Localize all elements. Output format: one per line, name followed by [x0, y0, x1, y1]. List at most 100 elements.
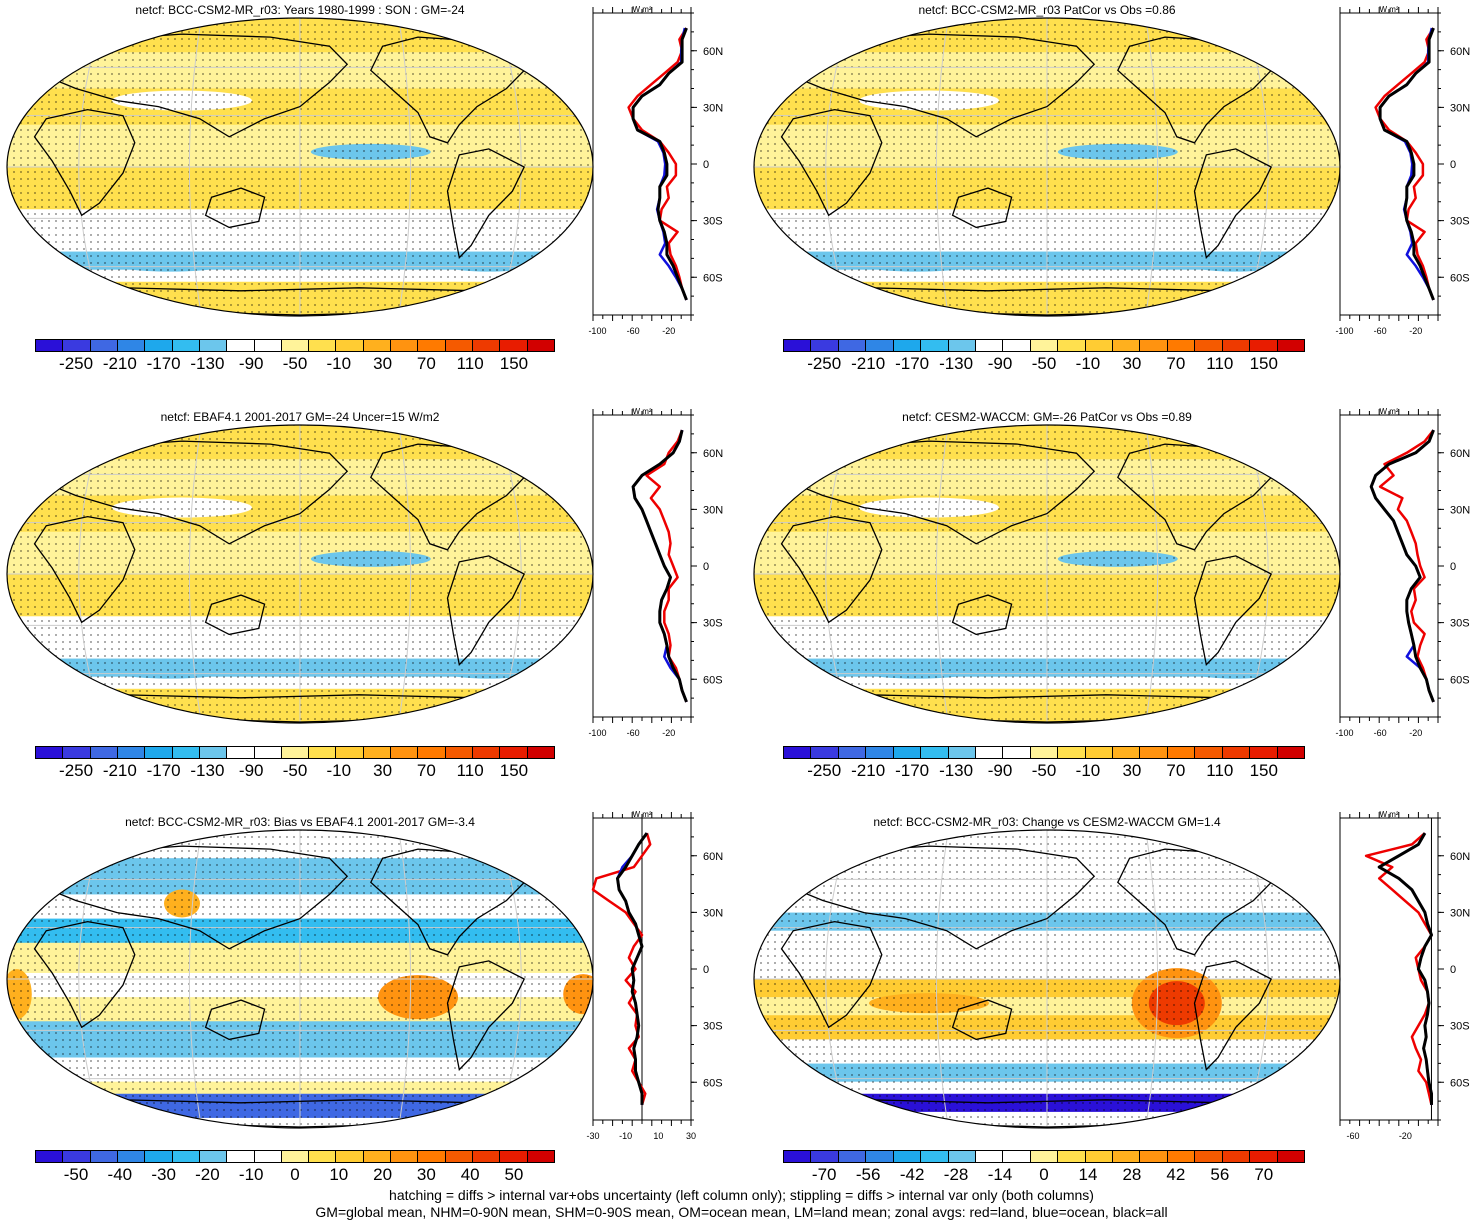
zonal-all-line [1377, 832, 1433, 1105]
zonal-x-tick: -60 [627, 728, 640, 738]
panel-title: netcf: BCC-CSM2-MR_r03: Years 1980-1999 … [135, 3, 465, 17]
coastline [39, 33, 349, 138]
colorbar-swatch [1030, 1151, 1059, 1162]
coastline [204, 999, 266, 1041]
latitude-label: 60N [1450, 46, 1470, 58]
zonal-x-tick: 10 [653, 1131, 663, 1141]
colorbar-label: -40 [107, 1165, 133, 1184]
colorbar-swatch [527, 747, 554, 758]
coastline [951, 594, 1013, 636]
zonal-all-line [616, 832, 649, 1105]
colorbar-label: -130 [939, 354, 974, 373]
latitude-label: 60N [1450, 448, 1470, 460]
colorbar-swatch [1277, 340, 1305, 351]
colorbar-label: -250 [807, 354, 842, 373]
colorbar: -250 -210 -170 -130 -90 -50 -10 30 70 110 150 [35, 339, 555, 374]
colorbar-swatch [172, 747, 200, 758]
colorbar-label: -10 [326, 354, 352, 373]
colorbar: -250 -210 -170 -130 -90 -50 -10 30 70 110 150 [35, 746, 555, 781]
colorbar-swatch [117, 1151, 146, 1162]
colorbar-label: -170 [146, 354, 181, 373]
panel-title: netcf: BCC-CSM2-MR_r03: Change vs CESM2-… [873, 815, 1221, 829]
zonal-all-line [1369, 429, 1435, 703]
colorbar-swatch [1277, 1151, 1305, 1162]
colorbar-swatch [1250, 340, 1278, 351]
colorbar-swatch [63, 340, 91, 351]
colorbar-swatch [921, 340, 949, 351]
colorbar-swatch [811, 747, 839, 758]
colorbar-label: -250 [59, 354, 94, 373]
zonal-ocean-line [1377, 832, 1433, 1105]
colorbar-swatch [948, 747, 976, 758]
zonal-x-tick: -20 [1409, 728, 1422, 738]
colorbar-swatch [254, 747, 282, 758]
colorbar-swatch [254, 340, 282, 351]
colorbar-label: -10 [238, 1165, 264, 1184]
panel-title: netcf: CESM2-WACCM: GM=-26 PatCor vs Obs… [902, 410, 1192, 424]
colorbar-swatch [1140, 1151, 1168, 1162]
colorbar-label: -170 [146, 761, 181, 780]
colorbar-label: -50 [282, 354, 308, 373]
colorbar-label: -50 [63, 1165, 89, 1184]
colorbar-swatch [281, 747, 310, 758]
colorbar-swatch [500, 747, 528, 758]
colorbar-label: 110 [456, 354, 484, 373]
colorbar-swatch [975, 1151, 1004, 1162]
colorbar-swatch [1167, 340, 1196, 351]
colorbar-swatch [1195, 340, 1223, 351]
latitude-label: 30N [703, 102, 723, 114]
colorbar-swatch [281, 340, 310, 351]
colorbar-swatch [1003, 340, 1031, 351]
colorbar-swatch [527, 1151, 554, 1162]
coastline [33, 108, 136, 217]
coastline [786, 33, 1096, 138]
colorbar-swatch [948, 340, 976, 351]
colorbar: -250 -210 -170 -130 -90 -50 -10 30 70 110 150 [783, 746, 1305, 781]
colorbar-swatch [1030, 340, 1059, 351]
latitude-label: 0 [1450, 561, 1456, 573]
colorbar-swatch [1167, 1151, 1196, 1162]
latitude-label: 30N [1450, 907, 1470, 919]
latitude-label: 0 [1450, 159, 1456, 171]
zonal-ocean-line [1378, 27, 1435, 301]
colorbar-swatch [90, 340, 118, 351]
colorbar-swatch [866, 1151, 894, 1162]
latitude-label: 30S [1450, 216, 1470, 228]
zonal-x-tick: -60 [1374, 728, 1387, 738]
colorbar-swatch [893, 340, 922, 351]
colorbar-label: -20 [195, 1165, 220, 1184]
colorbar-label: -28 [943, 1165, 969, 1184]
colorbar-labels: -250 -210 -170 -130 -90 -50 -10 30 70 110 150 [35, 761, 555, 781]
colorbar-label: -210 [102, 354, 137, 373]
colorbar-swatch [309, 1151, 337, 1162]
colorbar-label: 70 [1254, 1165, 1274, 1184]
colorbar-swatch [1058, 340, 1086, 351]
colorbar-swatch [1140, 747, 1168, 758]
world-map [753, 17, 1341, 317]
latitude-label: 30S [703, 1021, 723, 1033]
latitude-label: 0 [1450, 964, 1456, 976]
latitude-label: 60N [1450, 851, 1470, 863]
colorbar-label: -130 [939, 761, 974, 780]
colorbar-swatch [363, 747, 392, 758]
zonal-x-tick: -100 [1335, 326, 1353, 336]
colorbar-swatch [172, 1151, 200, 1162]
colorbar-swatch [36, 747, 64, 758]
colorbar-swatch [838, 1151, 867, 1162]
colorbar-swatches [35, 746, 555, 759]
colorbar-swatch [90, 747, 118, 758]
colorbar-swatch [473, 340, 501, 351]
colorbar-label: 110 [1206, 761, 1234, 780]
coastline [446, 148, 526, 259]
colorbar-label: 50 [504, 1165, 524, 1184]
zonal-x-tick: 30 [686, 1131, 696, 1141]
world-map [753, 829, 1341, 1129]
colorbar-swatch [893, 747, 922, 758]
colorbar-label: 0 [290, 1165, 300, 1184]
colorbar-swatch [921, 1151, 949, 1162]
latitude-label: 60N [703, 46, 723, 58]
colorbar-swatch [391, 747, 419, 758]
colorbar-swatch [1222, 340, 1251, 351]
coastline [39, 845, 349, 950]
colorbar-label: 28 [1122, 1165, 1142, 1184]
